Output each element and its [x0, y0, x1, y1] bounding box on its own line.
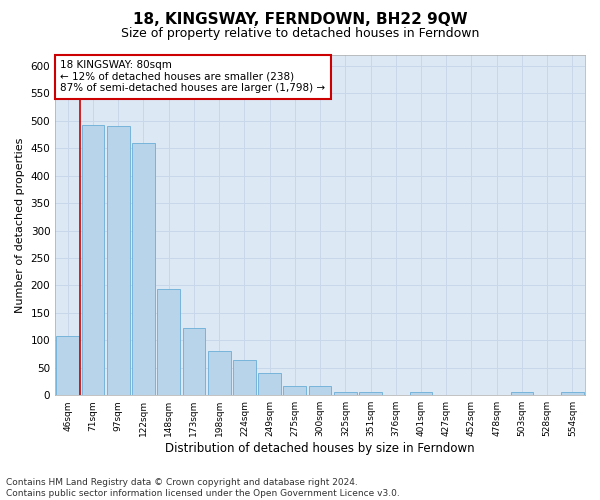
Text: 18, KINGSWAY, FERNDOWN, BH22 9QW: 18, KINGSWAY, FERNDOWN, BH22 9QW: [133, 12, 467, 28]
Text: Contains HM Land Registry data © Crown copyright and database right 2024.
Contai: Contains HM Land Registry data © Crown c…: [6, 478, 400, 498]
Text: Size of property relative to detached houses in Ferndown: Size of property relative to detached ho…: [121, 28, 479, 40]
Bar: [157, 290, 180, 395]
Y-axis label: Number of detached properties: Number of detached properties: [15, 138, 25, 313]
Bar: [132, 143, 155, 395]
Bar: [334, 392, 356, 395]
Bar: [410, 392, 433, 395]
Bar: [182, 328, 205, 395]
X-axis label: Distribution of detached houses by size in Ferndown: Distribution of detached houses by size …: [165, 442, 475, 455]
Bar: [107, 126, 130, 395]
Text: 18 KINGSWAY: 80sqm
← 12% of detached houses are smaller (238)
87% of semi-detach: 18 KINGSWAY: 80sqm ← 12% of detached hou…: [61, 60, 326, 94]
Bar: [359, 392, 382, 395]
Bar: [309, 386, 331, 395]
Bar: [511, 392, 533, 395]
Bar: [56, 336, 79, 395]
Bar: [258, 374, 281, 395]
Bar: [82, 124, 104, 395]
Bar: [208, 352, 230, 395]
Bar: [283, 386, 306, 395]
Bar: [233, 360, 256, 395]
Bar: [561, 392, 584, 395]
